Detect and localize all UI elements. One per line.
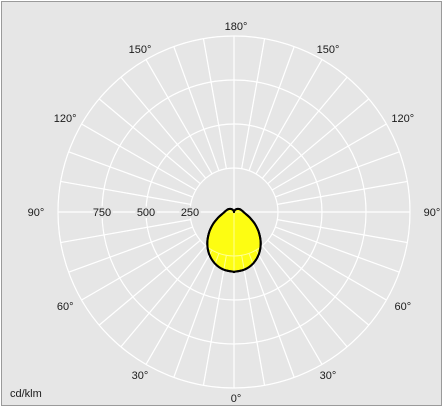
grid-spoke-overlay (68, 226, 193, 273)
grid-spoke-overlay (275, 151, 400, 198)
intensity-outline (206, 207, 262, 274)
radial-tick-label: 250 (181, 207, 199, 219)
grid-spoke-overlay (173, 253, 220, 378)
angle-label: 30° (320, 370, 337, 382)
angle-label: 120° (391, 113, 414, 125)
grid-spoke-overlay (81, 123, 197, 191)
grid-spoke-overlay (275, 226, 400, 273)
grid-spoke-overlay (241, 38, 266, 169)
grid-spoke-overlay (145, 249, 213, 365)
grid-spoke-overlay (267, 98, 370, 185)
grid-spoke-overlay (255, 59, 323, 175)
angle-label: 60° (394, 301, 411, 313)
angle-label: 60° (57, 301, 74, 313)
grid-spoke-overlay (60, 180, 191, 205)
grid-spoke-overlay (202, 38, 227, 169)
grid-spoke-overlay (277, 219, 408, 244)
angle-label: 150° (317, 44, 340, 56)
grid-spoke-overlay (98, 98, 201, 185)
grid-spoke-overlay (271, 233, 387, 301)
angle-label: 180° (225, 21, 248, 33)
grid-spoke-overlay (81, 233, 197, 301)
units-label: cd/klm (10, 388, 42, 400)
grid-spoke-overlay (173, 46, 220, 171)
grid-spoke-overlay (241, 255, 266, 386)
radial-tick-label: 500 (137, 207, 155, 219)
grid-spoke-overlay (277, 180, 408, 205)
grid-spoke-overlay (145, 59, 213, 175)
grid-spoke-overlay (120, 245, 207, 348)
grid-spoke-overlay (261, 76, 348, 179)
radial-tick-label: 750 (93, 207, 111, 219)
chart-labels: 250 500 750 180° 150° 150° 120° 120° 90° 90° 60° 60… (28, 21, 441, 405)
grid-overlay (57, 35, 411, 389)
grid-spoke-overlay (98, 239, 201, 326)
grid-spoke-overlay (60, 219, 191, 244)
angle-label: 30° (132, 370, 149, 382)
angle-label: 150° (129, 44, 152, 56)
grid-spoke-overlay (120, 76, 207, 179)
grid-spoke-overlay (68, 151, 193, 198)
grid-spoke-overlay (202, 255, 227, 386)
grid-spoke-overlay (248, 253, 295, 378)
grid-spoke-overlay (271, 123, 387, 191)
angle-label: 90° (28, 207, 45, 219)
grid-spoke-overlay (267, 239, 370, 326)
angle-label: 0° (231, 393, 242, 405)
grid-spoke-overlay (248, 46, 295, 171)
angle-label: 120° (54, 113, 77, 125)
grid-spoke-overlay (255, 249, 323, 365)
grid-spoke-overlay (261, 245, 348, 348)
angle-label: 90° (424, 207, 441, 219)
